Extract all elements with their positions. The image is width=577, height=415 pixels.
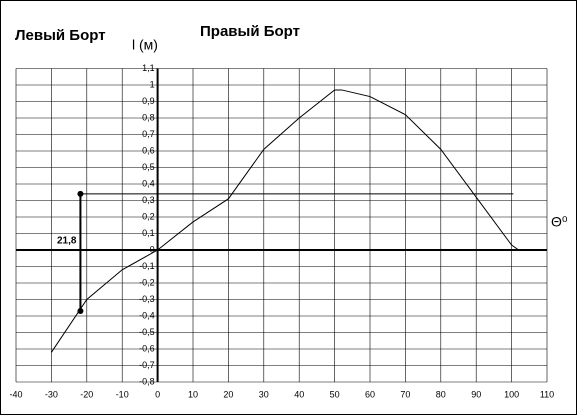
y-tick-label: -0,6 xyxy=(139,343,155,353)
x-tick-label: 110 xyxy=(540,389,554,399)
y-tick-label: 0,7 xyxy=(142,129,155,139)
x-tick-label: -40 xyxy=(9,389,22,399)
x-axis-label: Θ⁰ xyxy=(551,214,568,230)
x-tick-label: 30 xyxy=(259,389,269,399)
x-tick-label: -10 xyxy=(116,389,129,399)
y-tick-label: -0,7 xyxy=(139,360,155,370)
x-tick-label: 10 xyxy=(188,389,198,399)
y-tick-label: -0,8 xyxy=(139,376,155,386)
y-tick-label: 1 xyxy=(150,79,155,89)
series-line xyxy=(50,89,519,353)
x-tick-label: 0 xyxy=(155,389,160,399)
y-tick-label: 0,6 xyxy=(142,145,155,155)
y-tick-label: 0,9 xyxy=(142,96,155,106)
x-tick-label: 40 xyxy=(294,389,304,399)
y-tick-label: -0,2 xyxy=(139,277,155,287)
heel-marker-point xyxy=(77,190,84,197)
y-tick-label: 0,2 xyxy=(142,211,155,221)
y-tick-label: -0,4 xyxy=(139,310,155,320)
y-tick-label: -0,3 xyxy=(139,294,155,304)
x-tick-label: -20 xyxy=(80,389,93,399)
y-tick-label: 0,4 xyxy=(142,178,155,188)
y-tick-label: 0,8 xyxy=(142,112,155,122)
x-tick-label: 60 xyxy=(365,389,375,399)
x-tick-label: 50 xyxy=(330,389,340,399)
right-title: Правый Борт xyxy=(200,23,300,40)
y-axis-label: l (м) xyxy=(132,37,158,53)
y-tick-label: 1,1 xyxy=(142,63,155,73)
x-tick-label: 20 xyxy=(223,389,233,399)
y-tick-label: 0,5 xyxy=(142,162,155,172)
x-tick-label: 90 xyxy=(471,389,481,399)
x-tick-label: -30 xyxy=(45,389,58,399)
y-tick-label: 0,3 xyxy=(142,195,155,205)
x-tick-label: 100 xyxy=(504,389,519,399)
heel-marker-label: 21,8 xyxy=(57,236,77,247)
y-tick-label: 0,1 xyxy=(142,228,155,238)
heel-marker-point xyxy=(77,308,84,315)
y-tick-label: -0,1 xyxy=(139,261,155,271)
left-title: Левый Борт xyxy=(15,27,106,44)
y-tick-label: -0,5 xyxy=(139,327,155,337)
x-tick-label: 70 xyxy=(400,389,410,399)
x-tick-label: 80 xyxy=(436,389,446,399)
